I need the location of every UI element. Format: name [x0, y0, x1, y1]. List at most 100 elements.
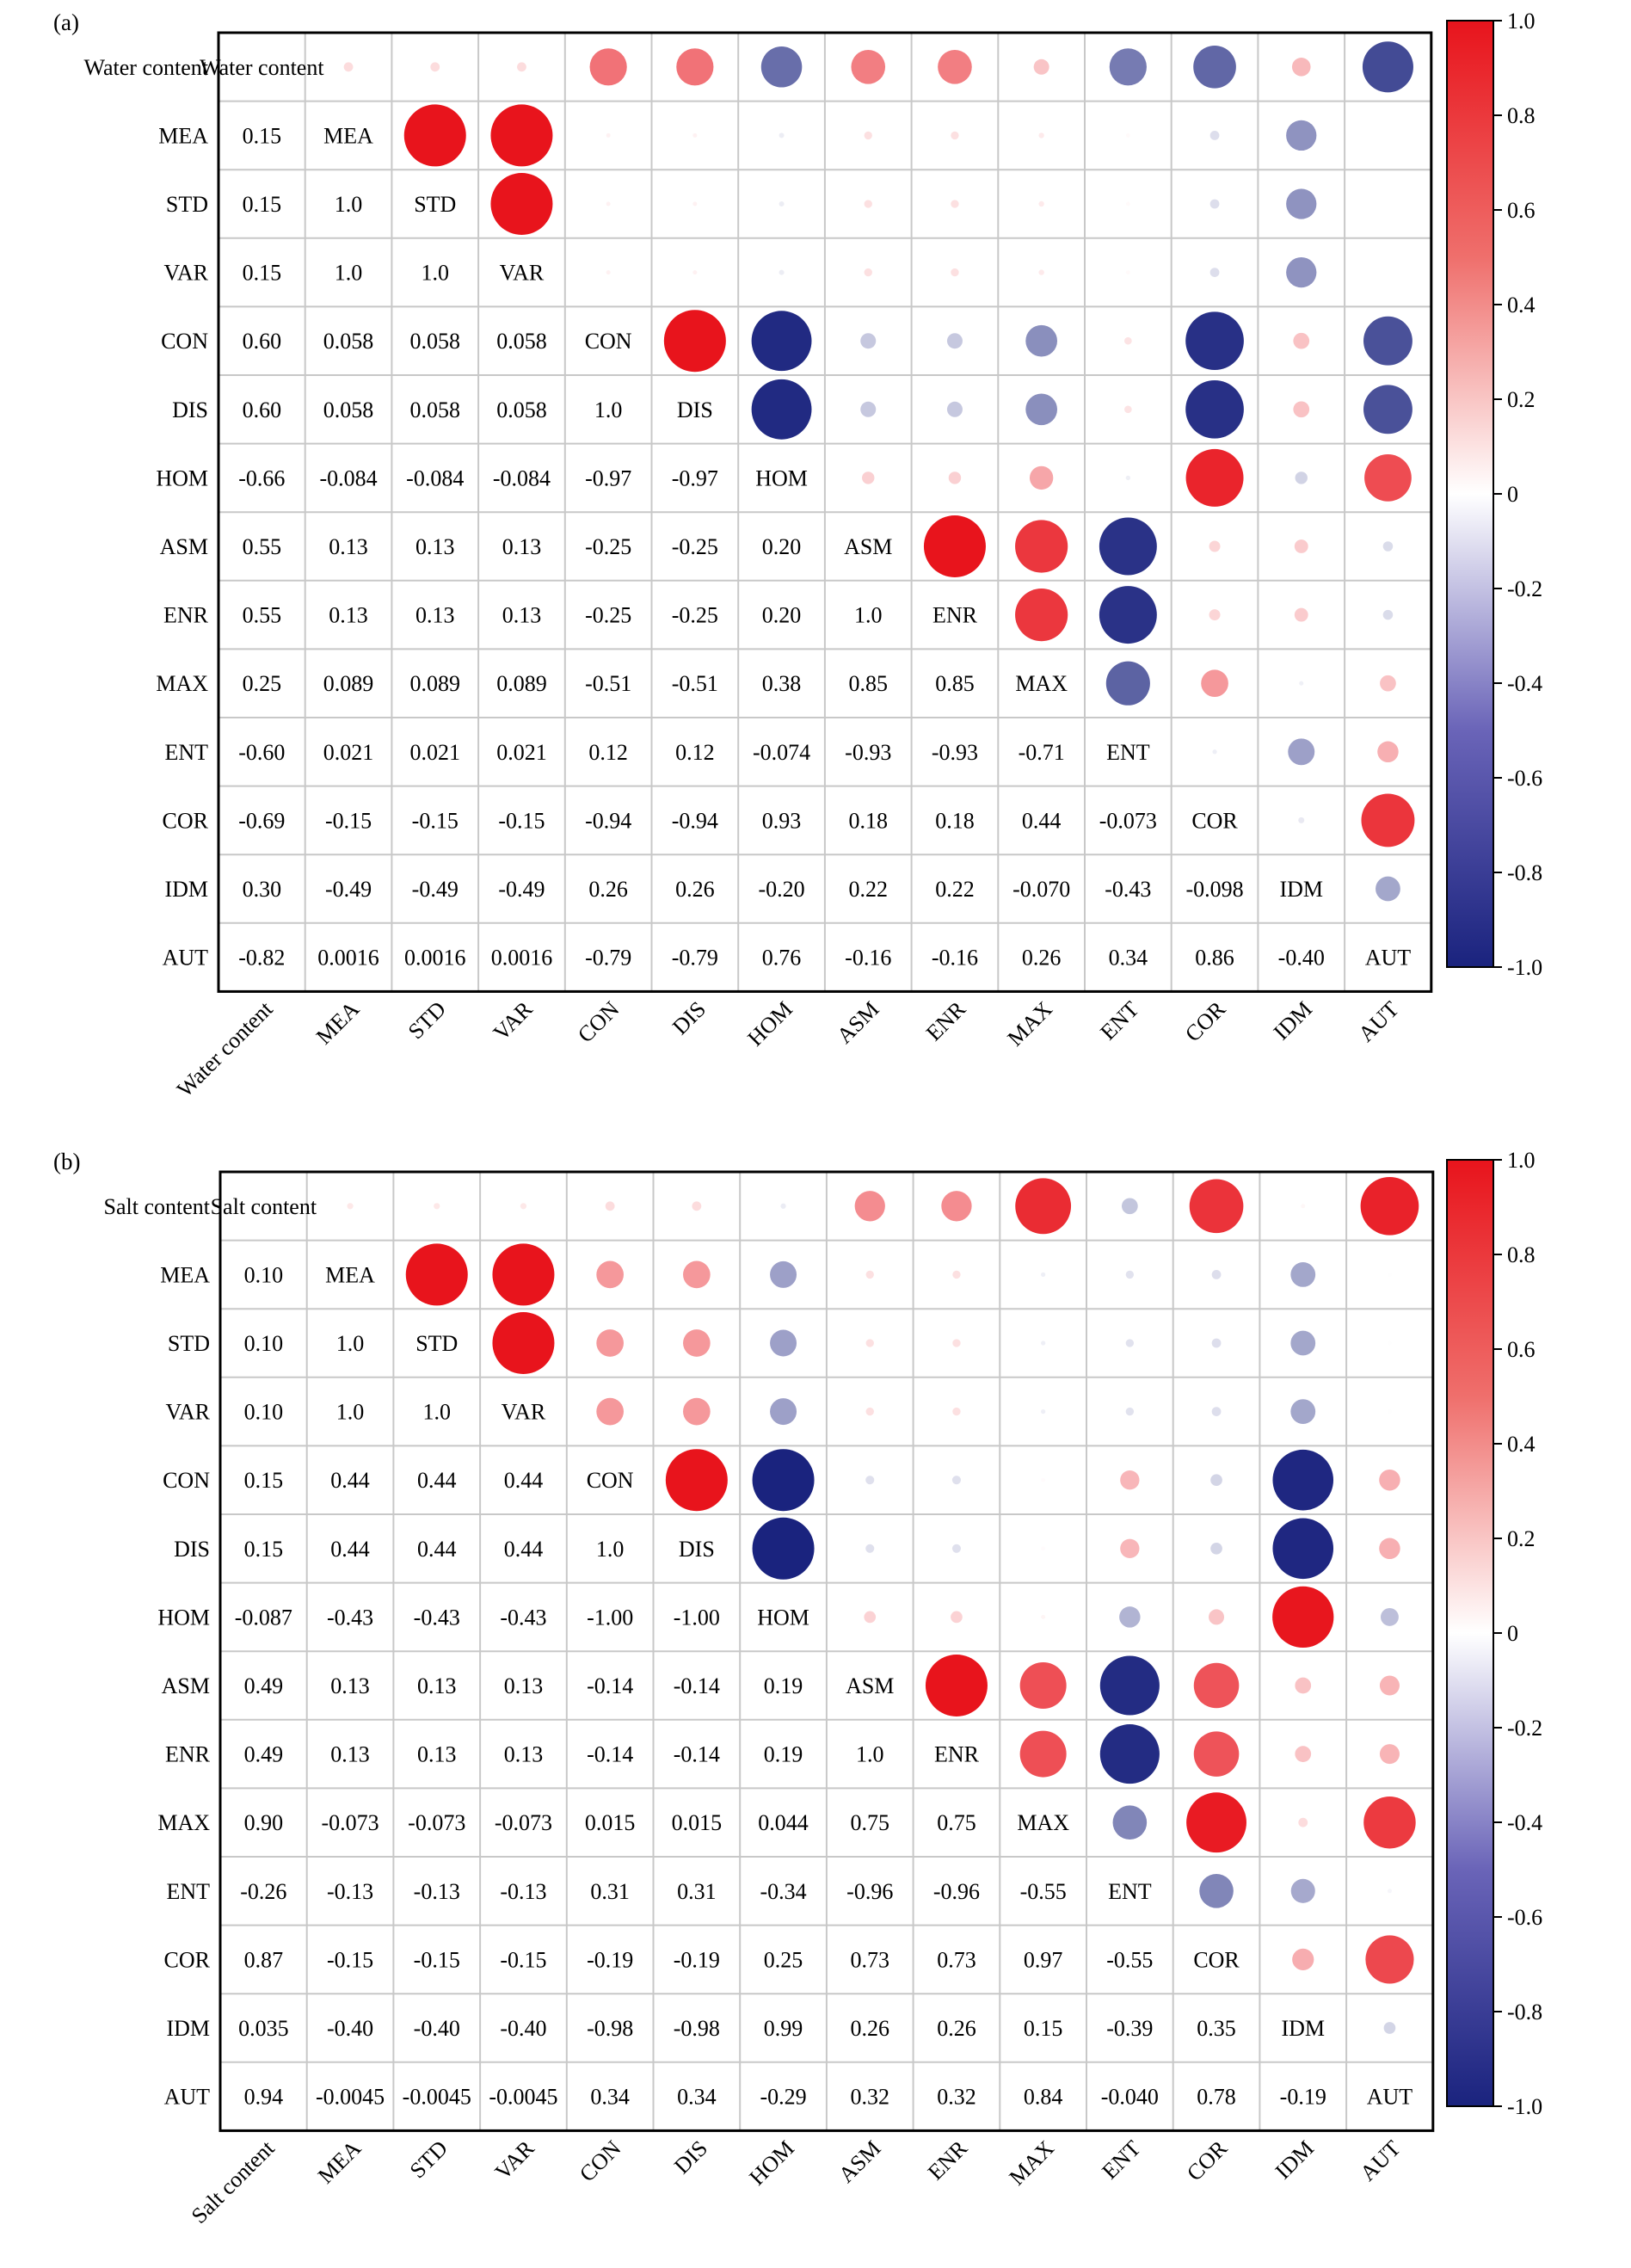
correlation-circle — [1363, 316, 1413, 366]
value-label: 0.0016 — [491, 946, 553, 971]
panel-label-a: (a) — [53, 9, 79, 35]
row-label-cor: COR — [163, 808, 209, 833]
diagonal-label: MAX — [1015, 671, 1068, 696]
correlation-circle — [692, 133, 698, 138]
value-label: 0.015 — [585, 1810, 636, 1835]
correlation-circle — [1125, 1339, 1135, 1347]
correlation-circle — [1382, 609, 1394, 620]
value-label: -0.29 — [760, 2085, 806, 2110]
value-label: -0.13 — [327, 1879, 373, 1904]
correlation-circle — [1121, 1198, 1138, 1215]
matrix-frame — [217, 31, 1433, 993]
row-label-max: MAX — [157, 1810, 210, 1835]
value-label: -0.79 — [585, 946, 631, 971]
value-label: 0.60 — [243, 398, 282, 422]
correlation-circle — [343, 62, 354, 72]
value-label: -0.55 — [1020, 1879, 1067, 1904]
colorbar-tick-label: -0.6 — [1507, 766, 1542, 791]
value-label: 0.021 — [323, 740, 374, 765]
colorbar-tick-label: -0.8 — [1507, 2000, 1542, 2025]
column-label-dis: DIS — [669, 2135, 712, 2179]
column-label-con: CON — [573, 996, 624, 1047]
correlation-circle — [1294, 539, 1308, 553]
correlation-circle — [1041, 1272, 1046, 1278]
value-label: -1.00 — [587, 1605, 633, 1630]
correlation-circle — [1301, 1204, 1306, 1209]
colorbar-tick-label: 0.8 — [1507, 103, 1536, 128]
row-label-salt-content: Salt content — [104, 1194, 211, 1219]
correlation-circle — [403, 104, 466, 167]
column-label-ent: ENT — [1095, 996, 1143, 1045]
value-label: -0.40 — [1278, 946, 1325, 971]
correlation-circle — [1387, 1340, 1392, 1346]
value-label: 0.13 — [417, 1742, 457, 1767]
value-label: 0.99 — [764, 2016, 803, 2041]
column-label-enr: ENR — [921, 996, 971, 1046]
correlation-circle — [1286, 256, 1317, 288]
value-label: 0.10 — [244, 1331, 284, 1356]
value-label: 1.0 — [594, 398, 623, 422]
value-label: -0.14 — [674, 1742, 720, 1767]
correlation-circle — [405, 1243, 468, 1306]
diagonal-label: MEA — [323, 123, 373, 148]
correlation-circle — [860, 401, 877, 417]
correlation-circle — [854, 1191, 885, 1222]
value-label: 0.044 — [758, 1810, 809, 1835]
value-label: 1.0 — [335, 261, 363, 286]
value-label: -0.98 — [587, 2016, 633, 2041]
colorbar-gradient — [1446, 20, 1494, 968]
column-label-dis: DIS — [668, 996, 711, 1039]
correlation-circle — [864, 268, 872, 277]
value-label: -0.51 — [672, 671, 718, 696]
row-label-asm: ASM — [162, 1673, 210, 1698]
row-label-hom: HOM — [156, 465, 208, 490]
correlation-circle — [430, 62, 440, 72]
correlation-circle — [1015, 1178, 1072, 1235]
correlation-circle — [865, 1339, 874, 1347]
correlation-circle — [1041, 1340, 1046, 1346]
row-label-dis: DIS — [174, 1537, 210, 1562]
correlation-circle — [1019, 1662, 1067, 1709]
value-label: -0.073 — [495, 1810, 552, 1835]
value-label: 0.26 — [851, 2016, 890, 2041]
value-label: -0.96 — [846, 1879, 893, 1904]
correlation-circle — [1379, 1469, 1400, 1491]
correlation-circle — [1290, 1330, 1316, 1356]
correlation-circle — [1291, 58, 1311, 77]
correlation-circle — [1290, 1262, 1316, 1287]
value-label: 0.25 — [243, 671, 282, 696]
correlation-circle — [1377, 741, 1399, 763]
correlation-circle — [1038, 269, 1044, 275]
value-label: 0.32 — [851, 2085, 890, 2110]
correlation-circle — [1125, 270, 1130, 275]
value-label: -0.43 — [1105, 877, 1151, 902]
value-label: -0.14 — [674, 1673, 720, 1698]
correlation-circle — [683, 1397, 711, 1426]
value-label: -0.040 — [1101, 2085, 1159, 2110]
column-label-max: MAX — [1002, 996, 1057, 1051]
correlation-circle — [1360, 1176, 1419, 1236]
value-label: 0.84 — [1024, 2085, 1063, 2110]
diagonal-label: ASM — [846, 1673, 894, 1698]
value-label: -0.19 — [587, 1947, 633, 1972]
correlation-circle — [1041, 1546, 1046, 1551]
correlation-circle — [951, 1476, 961, 1485]
correlation-circle — [923, 515, 986, 577]
value-label: -0.93 — [932, 740, 978, 765]
value-label: 0.32 — [937, 2085, 976, 2110]
value-label: 0.18 — [935, 808, 975, 833]
value-label: -0.0045 — [316, 2085, 385, 2110]
diagonal-label: Salt content — [211, 1194, 317, 1219]
correlation-circle — [1015, 589, 1068, 642]
colorbar-tick-label: -0.8 — [1507, 860, 1542, 885]
diagonal-label: STD — [414, 192, 456, 217]
correlation-circle — [860, 333, 877, 349]
value-label: -0.55 — [1106, 1947, 1153, 1972]
value-label: 0.85 — [849, 671, 889, 696]
correlation-circle — [1185, 311, 1244, 371]
value-label: 0.44 — [417, 1537, 457, 1562]
column-label-std: STD — [405, 2135, 452, 2183]
value-label: 0.26 — [1022, 946, 1062, 971]
correlation-circle — [1385, 270, 1390, 275]
correlation-circle — [1292, 1948, 1314, 1970]
